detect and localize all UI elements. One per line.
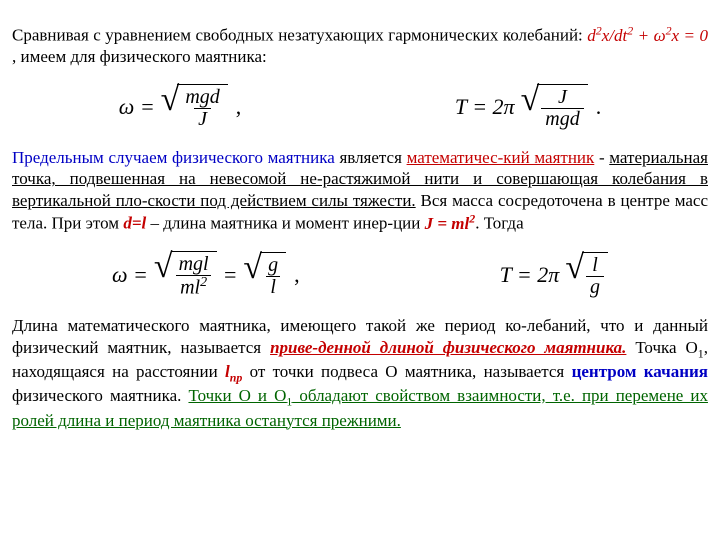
f1-lhs1: ω = [119,93,155,121]
p2-t11: . Тогда [475,214,523,233]
formula-row-2: ω = √ mgl ml2 = √ g l [12,251,708,299]
p2-t2: является [335,148,407,167]
f2-frac2: g l [264,255,282,298]
formula-row-1: ω = √ mgd J , T = 2π √ J mgd [12,84,708,130]
f2-den1: ml2 [176,275,211,299]
p1-eq-om: + ω [633,26,665,45]
p3-t11a: Точки O и O [188,386,286,405]
f2-den1a: ml [180,276,200,298]
f1-frac2: J mgd [541,87,583,130]
f2-lhs2: T = 2π [500,261,560,289]
p2-t8: – длина маятника и момент инер-ции [146,214,424,233]
f1-den1: J [194,108,211,130]
f2-den2: l [266,276,280,298]
f1-lhs2: T = 2π [455,93,515,121]
f2-den3: g [586,276,604,298]
p2-t3: математичес-кий маятник [407,148,595,167]
p2-t9: J = ml2 [425,214,476,233]
p2-t4: - [594,148,609,167]
f2-num3: l [588,255,602,276]
f2-num1: mgl [175,254,213,275]
p2-t1: Предельным случаем физического маятника [12,148,335,167]
p1-eq: d2x/dt2 + ω2x = 0 [587,26,708,45]
f2-sqrt2: √ g l [243,252,286,298]
f1-dot: . [596,93,602,121]
f2-sqrt3: √ l g [565,252,608,298]
document-page: Сравнивая с уравнением свободных незатух… [0,0,720,431]
p1-eq-d: d [587,26,596,45]
p1-eq-xdt: x/dt [602,26,628,45]
formula2-period: T = 2π √ l g [500,252,608,298]
f2-frac1: mgl ml2 [175,254,213,299]
f1-comma: , [236,93,242,121]
p3-t7: пр [230,370,243,384]
f2-comma: , [294,261,300,289]
f1-num1: mgd [181,87,223,108]
formula1-period: T = 2π √ J mgd . [455,84,601,130]
p2-t9a: J = ml [425,214,470,233]
p3-t8: от точки подвеса O маятника, называется [242,362,571,381]
p3-t10: физического маятника. [12,386,188,405]
f1-sqrt1: √ mgd J [161,84,228,130]
p1-eq-rest: x = 0 [672,26,708,45]
p1-text2: , имеем для физического маятника: [12,47,267,66]
p1-text1: Сравнивая с уравнением свободных незатух… [12,26,587,45]
f2-den1sup: 2 [200,275,207,290]
p3-t3: Точка O [626,338,697,357]
f2-sqrt1: √ mgl ml2 [154,251,217,299]
f2-mid: = [223,261,238,289]
f1-num2: J [554,87,571,108]
f1-den2: mgd [541,108,583,130]
formula2-omega: ω = √ mgl ml2 = √ g l [112,251,300,299]
formula1-omega: ω = √ mgd J , [119,84,242,130]
paragraph-1: Сравнивая с уравнением свободных незатух… [12,23,708,67]
paragraph-3: Длина математического маятника, имеющего… [12,315,708,430]
f2-lhs1: ω = [112,261,148,289]
f2-num2: g [264,255,282,276]
f1-sqrt2: √ J mgd [521,84,588,130]
p3-t2: приве-денной длиной физического маятника… [270,338,626,357]
paragraph-2: Предельным случаем физического маятника … [12,147,708,234]
f2-frac3: l g [586,255,604,298]
f1-frac1: mgd J [181,87,223,130]
p2-t7: d=l [123,214,146,233]
p3-t9: центром качания [572,362,708,381]
